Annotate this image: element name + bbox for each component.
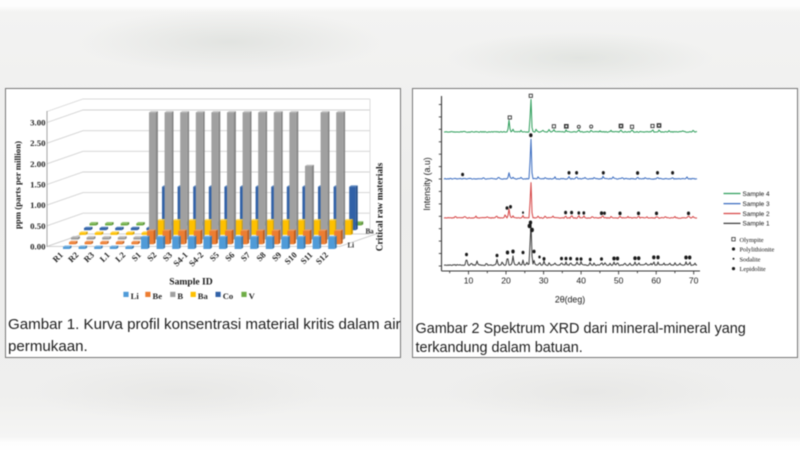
svg-text:Lepidolite: Lepidolite bbox=[740, 266, 766, 273]
svg-text:S1: S1 bbox=[129, 250, 142, 263]
svg-text:2θ(deg): 2θ(deg) bbox=[555, 295, 585, 305]
svg-text:R1: R1 bbox=[50, 250, 65, 265]
svg-text:Ba: Ba bbox=[366, 228, 375, 236]
svg-text:S2: S2 bbox=[145, 250, 158, 263]
svg-text:50: 50 bbox=[614, 276, 624, 286]
svg-text:Li: Li bbox=[131, 291, 140, 301]
svg-text:B: B bbox=[177, 291, 183, 301]
svg-text:S11: S11 bbox=[298, 250, 314, 266]
svg-text:S5: S5 bbox=[207, 250, 220, 263]
svg-text:S8: S8 bbox=[254, 249, 268, 263]
svg-text:Ba: Ba bbox=[198, 291, 209, 301]
svg-text:1.50: 1.50 bbox=[30, 180, 46, 190]
svg-text:1.00: 1.00 bbox=[30, 200, 46, 210]
svg-text:40: 40 bbox=[576, 276, 586, 286]
svg-text:Co: Co bbox=[223, 291, 234, 301]
svg-text:10: 10 bbox=[464, 276, 474, 286]
svg-text:3.00: 3.00 bbox=[30, 118, 46, 128]
svg-text:S12: S12 bbox=[314, 250, 331, 267]
svg-text:ppm (parts per million): ppm (parts per million) bbox=[13, 141, 23, 229]
svg-text:S9: S9 bbox=[270, 250, 283, 263]
svg-text:Polylithionite: Polylithionite bbox=[740, 247, 775, 254]
svg-text:R2: R2 bbox=[66, 250, 81, 265]
svg-text:60: 60 bbox=[651, 276, 661, 286]
svg-text:Critical raw materials: Critical raw materials bbox=[376, 162, 386, 251]
svg-text:S10: S10 bbox=[282, 250, 299, 267]
svg-text:0.50: 0.50 bbox=[30, 221, 46, 231]
svg-text:2.50: 2.50 bbox=[30, 138, 46, 148]
svg-text:Intensity (a.u): Intensity (a.u) bbox=[422, 157, 432, 210]
svg-text:S7: S7 bbox=[239, 249, 253, 263]
svg-text:2.00: 2.00 bbox=[30, 159, 46, 169]
svg-text:0.00: 0.00 bbox=[30, 241, 46, 251]
svg-text:30: 30 bbox=[539, 276, 549, 286]
svg-text:Sample 4: Sample 4 bbox=[743, 191, 770, 198]
svg-text:S4-2: S4-2 bbox=[187, 250, 206, 269]
svg-text:V: V bbox=[249, 291, 256, 301]
svg-text:L2: L2 bbox=[113, 250, 127, 264]
svg-text:S6: S6 bbox=[223, 249, 237, 263]
svg-text:Olympite: Olympite bbox=[740, 237, 764, 244]
svg-text:L1: L1 bbox=[98, 250, 112, 264]
svg-text:Sodalite: Sodalite bbox=[740, 256, 761, 263]
svg-text:70: 70 bbox=[689, 276, 699, 286]
svg-text:Li: Li bbox=[348, 242, 355, 250]
svg-text:Sample 2: Sample 2 bbox=[743, 211, 770, 218]
svg-text:Be: Be bbox=[153, 291, 163, 301]
svg-text:Sample 1: Sample 1 bbox=[743, 221, 770, 228]
svg-text:R3: R3 bbox=[82, 250, 97, 265]
svg-text:Sample ID: Sample ID bbox=[169, 277, 213, 288]
svg-text:Sample 3: Sample 3 bbox=[743, 201, 770, 208]
svg-text:S4-1: S4-1 bbox=[171, 250, 190, 269]
svg-text:20: 20 bbox=[501, 276, 511, 286]
